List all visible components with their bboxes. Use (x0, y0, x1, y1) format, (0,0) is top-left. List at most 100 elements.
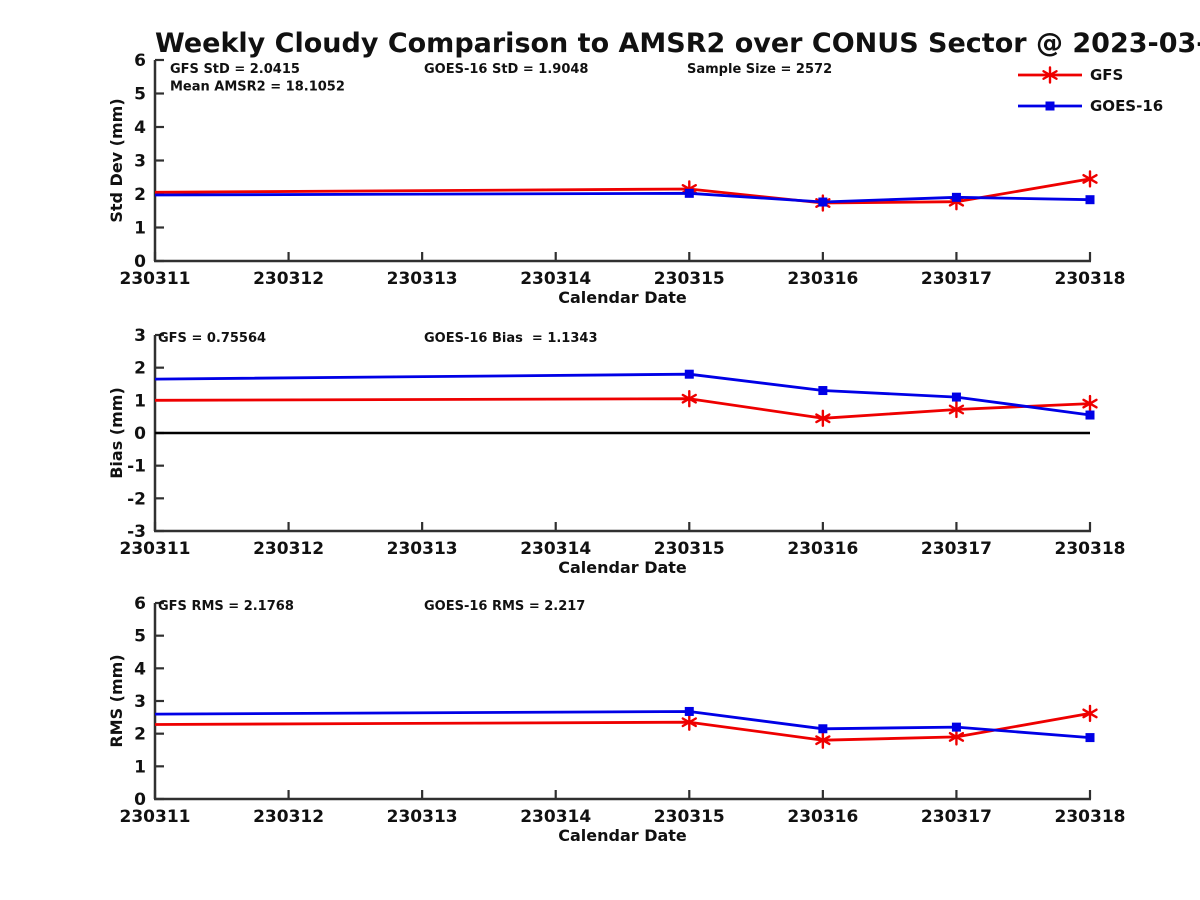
x-tick-label: 230313 (387, 269, 458, 289)
chart-annotation: GOES-16 StD = 1.9048 (424, 62, 588, 77)
data-point-goes-16 (818, 724, 828, 734)
x-tick-label: 230312 (253, 807, 324, 827)
asterisk-marker (1042, 69, 1058, 80)
x-tick-label: 230314 (520, 269, 591, 289)
asterisk-marker (1082, 173, 1098, 184)
chart-annotation: GOES-16 Bias = 1.1343 (424, 331, 598, 346)
x-tick-label: 230313 (387, 539, 458, 559)
data-point-goes-16 (818, 386, 828, 396)
y-tick-label: -2 (127, 489, 146, 509)
x-tick-label: 230318 (1055, 539, 1126, 559)
x-tick-label: 230316 (787, 269, 858, 289)
data-point-goes-16 (951, 392, 961, 402)
x-tick-label: 230313 (387, 807, 458, 827)
square-marker (684, 369, 694, 379)
y-tick-label: 6 (134, 594, 146, 614)
y-tick-label: 4 (134, 659, 146, 679)
y-tick-label: -3 (127, 522, 146, 542)
y-axis-label: RMS (mm) (107, 654, 126, 747)
x-tick-label: 230317 (921, 539, 992, 559)
square-marker (818, 386, 828, 396)
asterisk-marker (815, 735, 831, 746)
x-tick-label: 230315 (654, 807, 725, 827)
data-point-gfs (815, 731, 831, 749)
asterisk-marker (1082, 708, 1098, 719)
chart-annotation: Sample Size = 2572 (687, 62, 832, 77)
square-marker (1085, 410, 1095, 420)
y-tick-label: 6 (134, 51, 146, 71)
asterisk-marker (815, 413, 831, 424)
data-point-goes-16 (684, 188, 694, 198)
asterisk-marker (1082, 398, 1098, 409)
y-axis-label: Bias (mm) (107, 387, 126, 479)
x-tick-label: 230314 (520, 539, 591, 559)
data-point-goes-16 (684, 706, 694, 716)
gfs-line-asterisk-icon (1018, 65, 1082, 84)
data-point-goes-16 (1085, 733, 1095, 743)
x-tick-label: 230311 (120, 269, 191, 289)
legend-label-gfs: GFS (1090, 65, 1124, 84)
legend: GFS GOES-16 (1017, 59, 1163, 121)
y-tick-label: 1 (134, 391, 146, 411)
legend-entry-goes-16: GOES-16 (1017, 90, 1163, 121)
x-tick-label: 230315 (654, 269, 725, 289)
data-point-goes-16 (1085, 195, 1095, 205)
rms-chart: 0 1 2 3 4 5 6 230311 230312 230313 230314 230315 230… (107, 594, 1125, 845)
x-axis-label: Calendar Date (558, 826, 687, 845)
data-point-gfs (1082, 394, 1098, 413)
y-tick-label: 2 (134, 359, 146, 379)
y-tick-label: 3 (134, 326, 146, 346)
chart-annotation: GFS = 0.75564 (158, 331, 266, 346)
legend-entry-gfs: GFS (1017, 59, 1163, 90)
figure-title: Weekly Cloudy Comparison to AMSR2 over C… (155, 28, 1200, 59)
data-point-gfs (948, 728, 965, 746)
chart-annotation: GFS StD = 2.0415 (170, 62, 300, 77)
x-tick-label: 230311 (120, 539, 191, 559)
series-line-gfs (154, 397, 1091, 420)
x-tick-label: 230312 (253, 269, 324, 289)
y-tick-label: 5 (134, 627, 146, 647)
data-point-goes-16 (951, 192, 961, 202)
data-point-gfs (1082, 170, 1098, 188)
x-tick-label: 230312 (253, 539, 324, 559)
data-point-gfs (681, 390, 697, 408)
data-point-gfs (681, 713, 697, 731)
x-tick-label: 230315 (654, 539, 725, 559)
data-point-goes-16 (1085, 410, 1095, 420)
stddev-chart: 0 1 2 3 4 5 6 230311 230312 230313 230314 230315 230… (107, 51, 1125, 307)
asterisk-marker (681, 717, 697, 728)
data-point-gfs (815, 409, 831, 427)
y-tick-label: 3 (134, 692, 146, 712)
x-tick-label: 230314 (520, 807, 591, 827)
x-tick-label: 230317 (921, 269, 992, 289)
y-tick-label: 2 (134, 725, 146, 745)
data-point-gfs (1082, 704, 1098, 723)
square-marker (818, 724, 828, 734)
x-axis-label: Calendar Date (558, 558, 687, 577)
x-tick-label: 230311 (120, 807, 191, 827)
chart-annotation: GOES-16 RMS = 2.217 (424, 599, 585, 614)
y-tick-label: 0 (134, 424, 146, 444)
y-tick-label: 0 (134, 252, 146, 272)
chart-annotation: GFS RMS = 2.1768 (158, 599, 294, 614)
x-axis-label: Calendar Date (558, 288, 687, 307)
data-point-goes-16 (818, 197, 828, 207)
x-tick-label: 230318 (1055, 807, 1126, 827)
asterisk-marker (681, 393, 697, 404)
x-tick-label: 230318 (1055, 269, 1126, 289)
bias-chart: -3 -2 -1 0 1 2 3 230311 230312 230313 230314 230315… (107, 326, 1125, 577)
x-tick-label: 230317 (921, 807, 992, 827)
y-tick-label: 5 (134, 85, 146, 105)
y-tick-label: 1 (134, 219, 146, 239)
y-tick-label: 2 (134, 185, 146, 205)
data-point-goes-16 (951, 722, 961, 732)
y-tick-label: -1 (127, 457, 146, 477)
x-tick-label: 230316 (787, 807, 858, 827)
y-tick-label: 0 (134, 790, 146, 810)
y-tick-label: 3 (134, 152, 146, 172)
data-point-goes-16 (684, 369, 694, 379)
square-marker (951, 722, 961, 732)
y-tick-label: 4 (134, 118, 146, 138)
legend-label-goes-16: GOES-16 (1090, 96, 1164, 115)
